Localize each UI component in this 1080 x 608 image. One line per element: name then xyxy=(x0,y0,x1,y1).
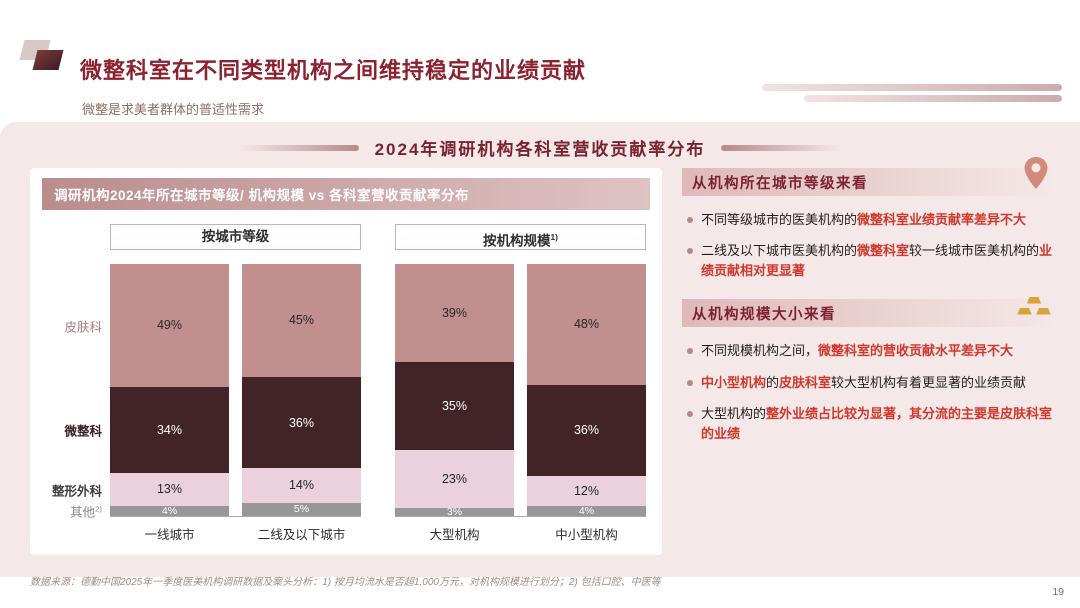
bar-segment: 35% xyxy=(395,362,514,451)
deco-bar xyxy=(762,84,1062,91)
category-label: 二线及以下城市 xyxy=(257,528,346,542)
section-header: 从机构所在城市等级来看 xyxy=(682,157,1056,196)
series-row-label: 整形外科 xyxy=(51,484,102,499)
insight-bullet: 不同规模机构之间，微整科室的营收贡献水平差异不大 xyxy=(684,341,1054,361)
gold-ingots-icon xyxy=(1016,294,1052,320)
bar-segment: 48% xyxy=(527,264,646,385)
insight-bullets: 不同规模机构之间，微整科室的营收贡献水平差异不大 中小型机构的皮肤科室较大型机构有… xyxy=(682,341,1056,444)
chart-body: 皮肤科 微整科 整形外科 其他2) 按城市等级 49% 34% 13% 4% 45% 36% 14%… xyxy=(42,224,650,543)
bar-segment: 4% xyxy=(110,505,229,516)
insights-panel: 从机构所在城市等级来看 不同等级城市的医美机构的微整科室业绩贡献率差异不大二线及… xyxy=(682,157,1056,555)
chart-title-bar: 调研机构2024年所在城市等级/ 机构规模 vs 各科室营收贡献率分布 xyxy=(42,178,650,210)
series-row-label: 其他2) xyxy=(70,504,102,520)
bar-segment: 4% xyxy=(527,505,646,516)
page-number: 19 xyxy=(1052,586,1064,598)
bar-segment: 45% xyxy=(242,264,361,378)
series-row-label: 皮肤科 xyxy=(64,320,102,335)
chart-row-labels: 皮肤科微整科整形外科其他2) xyxy=(42,224,106,543)
main-row: 调研机构2024年所在城市等级/ 机构规模 vs 各科室营收贡献率分布 皮肤科微… xyxy=(30,157,1056,555)
bar-segment: 36% xyxy=(527,384,646,476)
insight-bullet: 大型机构的整外业绩占比较为显著，其分流的主要是皮肤科室的业绩 xyxy=(684,404,1054,444)
deco-bar xyxy=(804,95,1062,102)
stacked-bar: 48% 36% 12% 4% xyxy=(527,264,646,516)
header-decoration-bars xyxy=(762,84,1062,106)
x-axis: 大型机构 中小型机构 xyxy=(395,516,646,543)
bar-segment: 14% xyxy=(242,468,361,504)
section-header: 从机构规模大小来看 xyxy=(682,297,1056,328)
chart-card: 调研机构2024年所在城市等级/ 机构规模 vs 各科室营收贡献率分布 皮肤科微… xyxy=(30,168,662,555)
bar-segment: 49% xyxy=(110,264,229,388)
bar-segment: 34% xyxy=(110,387,229,474)
bar-segment: 12% xyxy=(527,475,646,506)
insight-section-city-tier: 从机构所在城市等级来看 不同等级城市的医美机构的微整科室业绩贡献率差异不大二线及… xyxy=(682,157,1056,281)
banner-line-right xyxy=(721,144,842,151)
insight-bullet: 二线及以下城市医美机构的微整科室较一线城市医美机构的业绩贡献相对更显著 xyxy=(684,241,1054,281)
insight-bullet: 不同等级城市的医美机构的微整科室业绩贡献率差异不大 xyxy=(684,210,1054,230)
chart-groups: 按城市等级 49% 34% 13% 4% 45% 36% 14% 5% 一线城市 二线及以下城市 按机… xyxy=(106,224,650,543)
category-label: 一线城市 xyxy=(144,528,195,542)
stacked-bar: 45% 36% 14% 5% xyxy=(242,264,361,516)
stacked-bar: 39% 35% 23% 3% xyxy=(395,264,514,517)
page-title: 微整科室在不同类型机构之间维持稳定的业绩贡献 xyxy=(80,57,587,83)
chart-group: 按城市等级 49% 34% 13% 4% 45% 36% 14% 5% 一线城市 二线及以下城市 xyxy=(106,224,365,543)
banner-line-left xyxy=(238,144,359,151)
insight-bullet: 中小型机构的皮肤科室较大型机构有着更显著的业绩贡献 xyxy=(684,373,1054,393)
bar-segment: 13% xyxy=(110,473,229,506)
deco-square-dark xyxy=(32,50,64,70)
series-row-label: 微整科 xyxy=(64,424,102,439)
page-subtitle: 微整是求美者群体的普适性需求 xyxy=(82,102,265,117)
section-banner: 2024年调研机构各科室营收贡献率分布 xyxy=(0,122,1080,160)
slide-header: 微整科室在不同类型机构之间维持稳定的业绩贡献 微整是求美者群体的普适性需求 xyxy=(0,0,1080,122)
bar-segment: 23% xyxy=(395,450,514,509)
category-label: 大型机构 xyxy=(429,528,480,542)
category-label: 中小型机构 xyxy=(555,528,618,542)
bar-segment: 3% xyxy=(395,507,514,517)
section-title: 从机构所在城市等级来看 xyxy=(692,175,868,192)
content-area: 2024年调研机构各科室营收贡献率分布 调研机构2024年所在城市等级/ 机构规… xyxy=(0,122,1080,577)
title-decoration xyxy=(19,40,68,76)
chart-group: 按机构规模1) 39% 35% 23% 3% 48% 36% 12% 4% 大型机构 中小型机构 xyxy=(391,224,650,543)
group-header: 按机构规模1) xyxy=(395,224,646,250)
x-axis: 一线城市 二线及以下城市 xyxy=(110,516,361,543)
section-title: 从机构规模大小来看 xyxy=(692,306,836,323)
data-source-note: 数据来源：德勤中国2025年一季度医美机构调研数据及案头分析：1) 按月均流水是… xyxy=(30,577,661,588)
location-pin-icon xyxy=(1020,155,1052,191)
bar-segment: 39% xyxy=(395,264,514,363)
bar-segment: 36% xyxy=(242,377,361,469)
stacked-bar: 49% 34% 13% 4% xyxy=(110,264,229,516)
insight-bullets: 不同等级城市的医美机构的微整科室业绩贡献率差异不大二线及以下城市医美机构的微整科… xyxy=(682,210,1056,281)
insight-section-scale: 从机构规模大小来看 不同规模机构之间，微整科室的营收贡献水平差异不大 中小型机构的… xyxy=(682,297,1056,444)
banner-title: 2024年调研机构各科室营收贡献率分布 xyxy=(374,140,706,159)
bar-segment: 5% xyxy=(242,503,361,516)
group-header: 按城市等级 xyxy=(110,224,361,250)
